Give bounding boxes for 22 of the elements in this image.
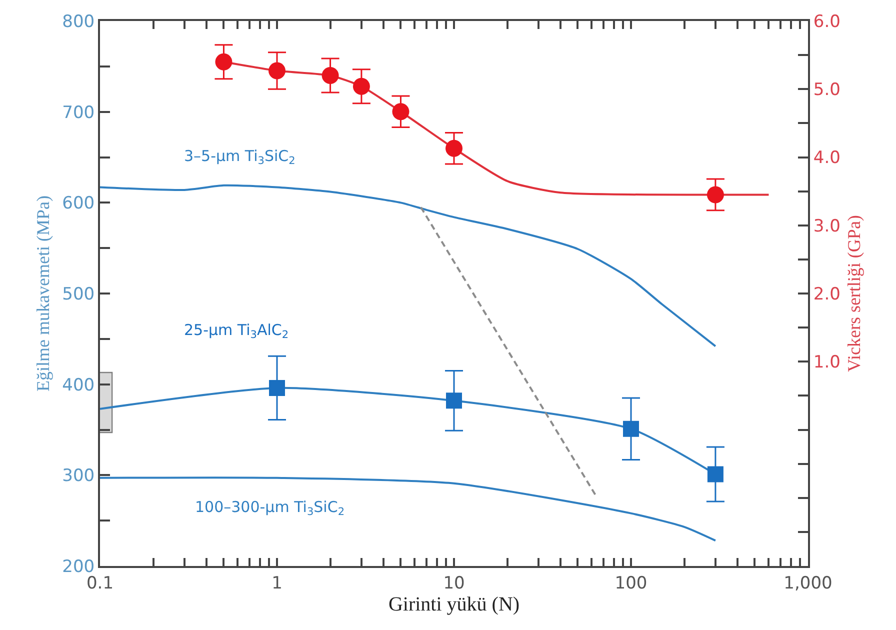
y2-tick-label: 5.0 — [813, 80, 840, 100]
y-tick-label: 700 — [62, 102, 95, 123]
text: 25-µm Ti$_{3}$AlC$_{2}$ — [184, 321, 289, 342]
x-tick-label: 10 — [443, 573, 465, 594]
y-tick-label: 300 — [62, 466, 95, 486]
series-label: 100–300-µm Ti$_{3}$SiC$_{2}$ — [195, 498, 345, 518]
y2-tick-label: 1.0 — [813, 352, 840, 373]
y-tick-label: 600 — [62, 194, 95, 214]
y-tick-label: 500 — [62, 284, 95, 304]
y2-tick-label: 6.0 — [813, 12, 840, 32]
series-label: 3–5-µm Ti$_{3}$SiC$_{2}$ — [184, 147, 296, 168]
x-tick-label: 1 — [272, 573, 282, 594]
x-axis-title: Girinti yükü (N) — [388, 593, 520, 616]
y-tick-label: 800 — [62, 12, 95, 32]
x-tick-label: 100 — [614, 573, 648, 594]
y2-tick-label: 3.0 — [813, 216, 840, 236]
y2-tick-label: 4.0 — [813, 148, 840, 168]
x-tick-label: 1,000 — [784, 573, 832, 594]
y-axis-title: Eğilme mukavemeti (MPa) — [32, 196, 53, 392]
y2-axis-title: Vickers sertliği (GPa) — [844, 215, 864, 372]
y-tick-label: 400 — [62, 375, 95, 396]
y2-tick-label: 2.0 — [813, 284, 840, 304]
